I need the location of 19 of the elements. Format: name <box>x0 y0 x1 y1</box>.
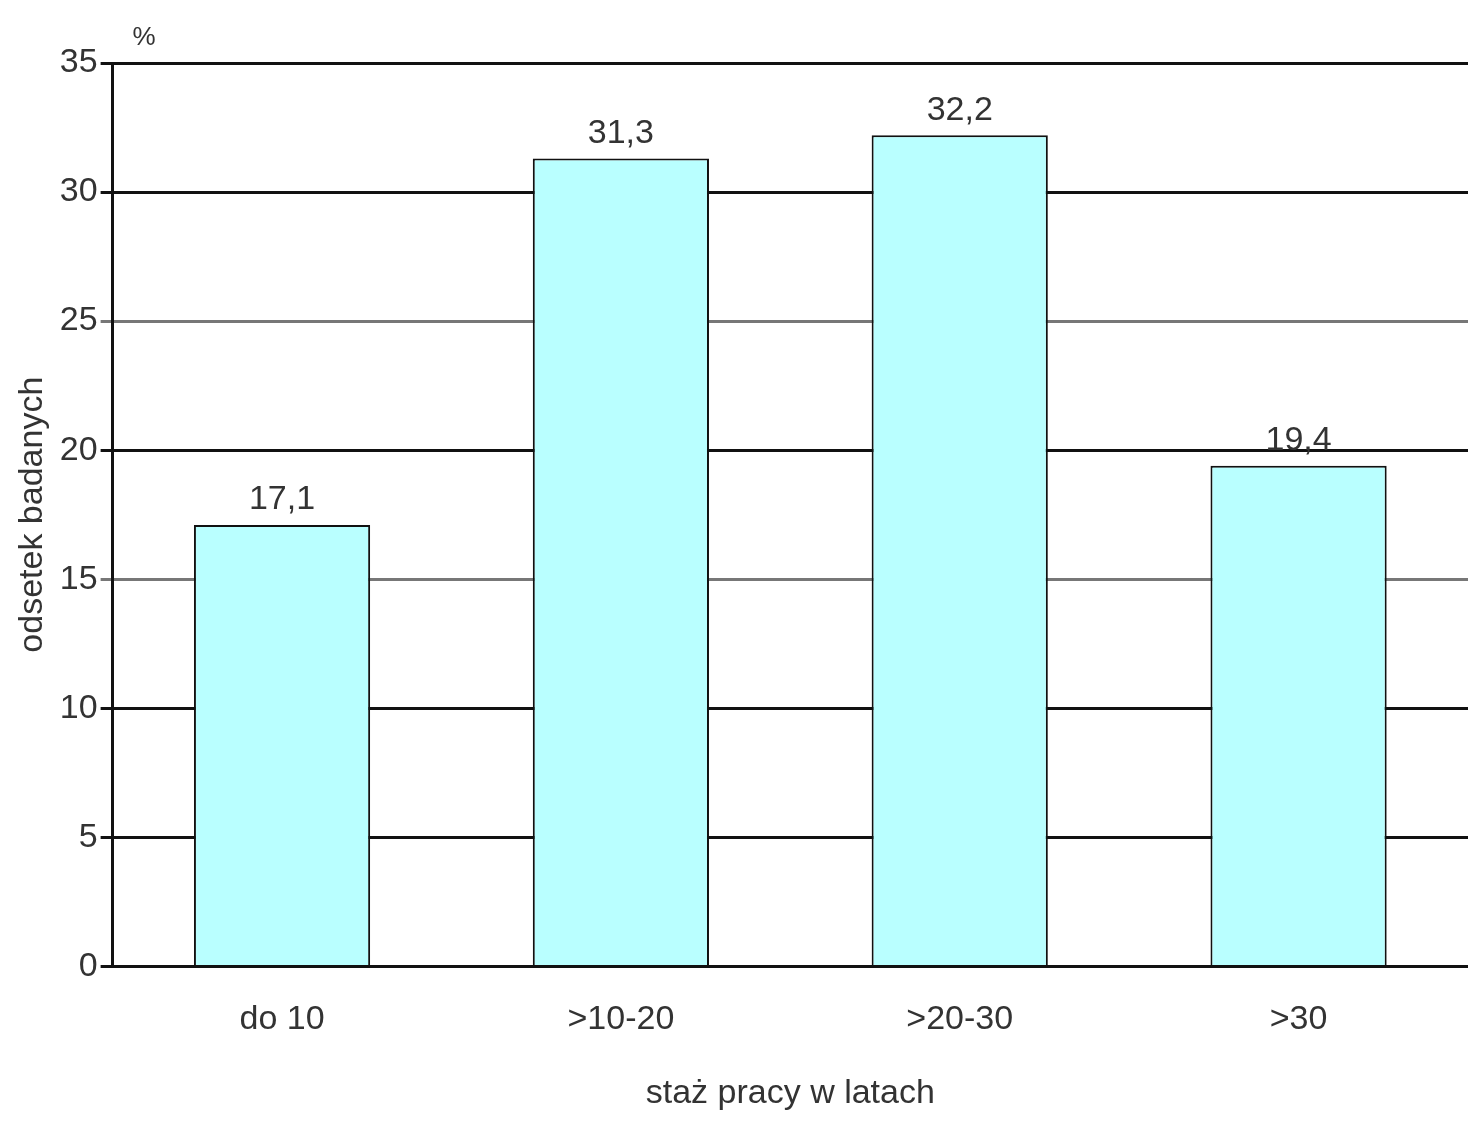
y-tick-label: 0 <box>78 944 98 983</box>
data-label: 19,4 <box>1265 419 1332 458</box>
y-axis-title: odsetek badanych <box>10 376 49 653</box>
y-tick-label: 30 <box>59 170 98 209</box>
data-label: 17,1 <box>248 478 316 517</box>
y-tick-label: 25 <box>59 299 98 338</box>
y-tick-label: 15 <box>59 557 98 596</box>
y-tick-label: 20 <box>59 428 98 467</box>
x-axis-title: staż pracy w latach <box>645 1071 935 1110</box>
y-tick-label: 10 <box>59 686 98 725</box>
text: % <box>132 21 156 52</box>
y-tick-label: 35 <box>59 41 98 80</box>
data-label: 32,2 <box>926 88 993 127</box>
x-tick-label: >30 <box>1269 998 1328 1037</box>
x-tick-label: >10-20 <box>567 998 675 1037</box>
x-tick-label: do 10 <box>239 998 325 1037</box>
y-tick-label: 5 <box>78 815 98 854</box>
data-label: 31,3 <box>587 111 654 150</box>
x-tick-label: >20-30 <box>906 998 1014 1037</box>
